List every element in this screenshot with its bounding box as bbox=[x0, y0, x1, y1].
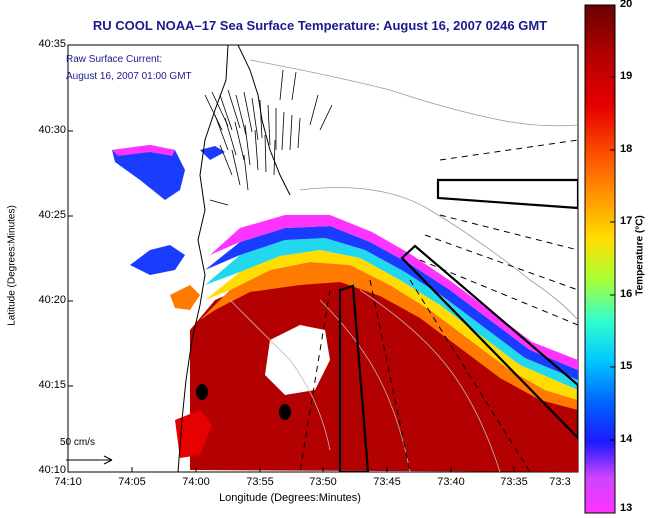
y-tick-label: 40:35 bbox=[14, 38, 66, 50]
x-tick-label: 73:3 bbox=[540, 476, 580, 488]
colorbar-tick-label: 20 bbox=[620, 0, 632, 10]
scale-label: 50 cm/s bbox=[60, 437, 95, 448]
x-tick-label: 73:50 bbox=[293, 476, 353, 488]
colorbar bbox=[585, 5, 615, 513]
y-tick-label: 40:25 bbox=[14, 209, 66, 221]
chart-title: RU COOL NOAA–17 Sea Surface Temperature:… bbox=[60, 18, 580, 33]
legend-current-time: August 16, 2007 01:00 GMT bbox=[66, 71, 192, 82]
colorbar-tick-label: 15 bbox=[620, 360, 632, 372]
x-tick-label: 74:05 bbox=[102, 476, 162, 488]
x-tick-label: 74:10 bbox=[38, 476, 98, 488]
x-tick-label: 73:45 bbox=[357, 476, 417, 488]
colorbar-tick-label: 13 bbox=[620, 502, 632, 514]
x-axis-label: Longitude (Degrees:Minutes) bbox=[140, 492, 440, 504]
x-tick-label: 73:55 bbox=[230, 476, 290, 488]
colorbar-tick-label: 19 bbox=[620, 70, 632, 82]
colorbar-tick-label: 17 bbox=[620, 215, 632, 227]
y-tick-label: 40:30 bbox=[14, 124, 66, 136]
x-tick-label: 73:40 bbox=[421, 476, 481, 488]
island-marker bbox=[279, 404, 291, 420]
legend-current-label: Raw Surface Current: bbox=[66, 54, 162, 65]
island-marker bbox=[196, 384, 208, 400]
x-tick-label: 74:00 bbox=[166, 476, 226, 488]
y-tick-label: 40:10 bbox=[14, 464, 66, 476]
colorbar-tick-label: 18 bbox=[620, 143, 632, 155]
colorbar-tick-label: 14 bbox=[620, 433, 632, 445]
colorbar-tick-label: 16 bbox=[620, 288, 632, 300]
x-tick-label: 73:35 bbox=[484, 476, 544, 488]
colorbar-label: Temperature (°C) bbox=[635, 176, 646, 336]
y-tick-label: 40:20 bbox=[14, 294, 66, 306]
y-tick-label: 40:15 bbox=[14, 379, 66, 391]
